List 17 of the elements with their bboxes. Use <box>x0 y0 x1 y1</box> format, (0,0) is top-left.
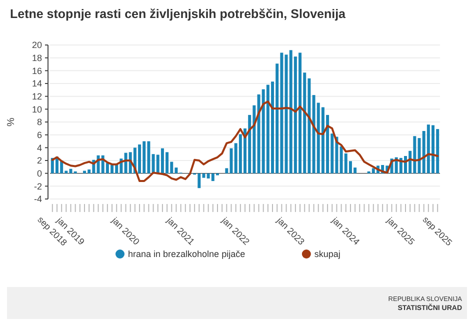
legend-label: skupaj <box>314 249 340 260</box>
y-tick-label: 0 <box>36 168 42 178</box>
y-tick-label: 18 <box>32 52 42 63</box>
y-tick-label: 10 <box>32 104 42 114</box>
y-tick-label: 6 <box>36 130 42 140</box>
y-axis-title: % <box>6 117 17 126</box>
y-tick-label: -4 <box>34 194 42 204</box>
legend-label: hrana in brezalkoholne pijače <box>128 249 246 260</box>
y-tick-label: 12 <box>32 91 42 102</box>
y-tick-label: 16 <box>32 66 42 76</box>
y-tick-label: 8 <box>36 117 42 128</box>
chart-title: Letne stopnje rasti cen življenjskih potrebščin, Slovenija <box>10 7 347 21</box>
y-tick-label: 4 <box>36 142 42 153</box>
y-tick-label: 2 <box>36 156 42 166</box>
y-tick-label: 20 <box>32 40 42 50</box>
y-tick-label: -2 <box>34 181 42 192</box>
y-tick-label: 14 <box>32 78 42 89</box>
